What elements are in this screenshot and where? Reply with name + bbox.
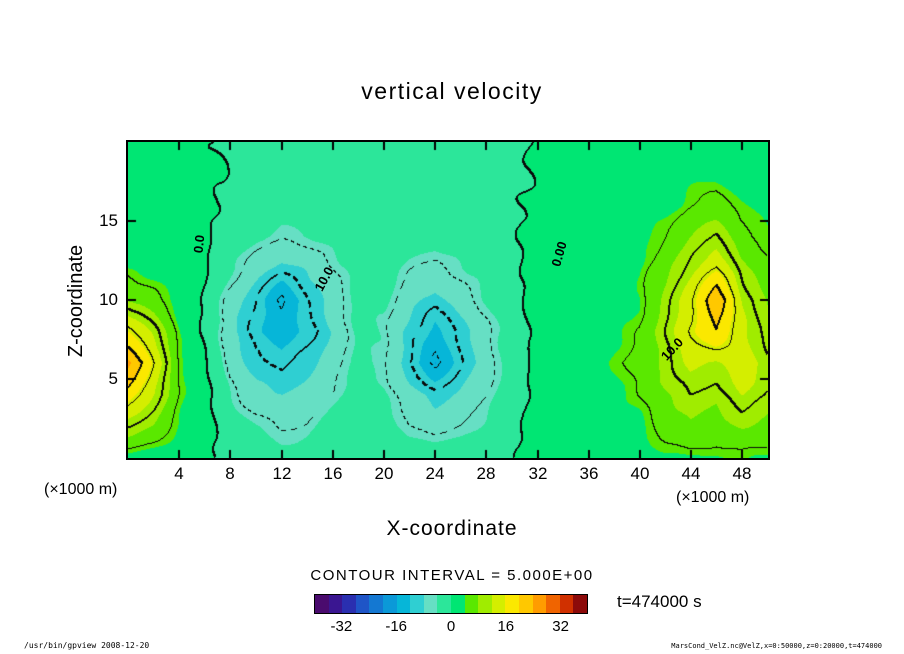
colorbar-tick-label: 0 — [446, 618, 456, 635]
colorbar-cell — [410, 595, 424, 613]
colorbar-cell — [532, 595, 547, 613]
colorbar-cell — [342, 595, 356, 613]
colorbar — [314, 594, 588, 614]
colorbar-cell — [328, 595, 343, 613]
y-axis-unit-label: (×1000 m) — [44, 481, 118, 498]
colorbar-cell — [315, 595, 329, 613]
colorbar-cell — [505, 595, 519, 613]
x-tick-label: 48 — [732, 464, 752, 483]
time-annotation: t=474000 s — [617, 592, 702, 611]
colorbar-cell — [423, 595, 438, 613]
x-tick-label: 28 — [476, 464, 496, 483]
colorbar-cell — [518, 595, 533, 613]
x-tick-label: 36 — [579, 464, 599, 483]
x-tick-label: 24 — [425, 464, 445, 483]
colorbar-ticks: -32 -16 0 16 32 — [314, 614, 588, 636]
colorbar-cell — [382, 595, 397, 613]
x-tick-label: 12 — [272, 464, 292, 483]
colorbar-cell — [491, 595, 506, 613]
colorbar-cell — [546, 595, 560, 613]
contour-interval-text: CONTOUR INTERVAL = 5.000E+00 — [310, 567, 594, 584]
colorbar-cell — [450, 595, 465, 613]
colorbar-tick-label: -16 — [385, 618, 408, 635]
footer-command-text: /usr/bin/gpview 2008-12-20 — [24, 641, 150, 650]
x-axis-ticks: 4 8 12 16 20 24 28 32 36 40 44 48 — [0, 464, 904, 486]
colorbar-tick-label: 16 — [497, 618, 515, 635]
x-tick-label: 20 — [374, 464, 394, 483]
colorbar-tick-label: -32 — [330, 618, 353, 635]
colorbar-cell — [396, 595, 411, 613]
x-tick-label: 8 — [225, 464, 235, 483]
chart-title: vertical velocity — [361, 78, 543, 104]
contour-plot-canvas — [128, 142, 768, 458]
colorbar-cell — [464, 595, 479, 613]
x-tick-label: 44 — [681, 464, 701, 483]
colorbar-cell — [559, 595, 574, 613]
colorbar-cell — [573, 595, 587, 613]
y-tick-label: 5 — [108, 369, 118, 388]
x-tick-label: 4 — [174, 464, 184, 483]
colorbar-wrap: -32 -16 0 16 32 — [314, 594, 588, 636]
x-tick-label: 16 — [323, 464, 343, 483]
y-tick-label: 10 — [99, 290, 118, 309]
colorbar-tick-label: 32 — [552, 618, 569, 635]
x-tick-label: 32 — [528, 464, 548, 483]
colorbar-cell — [355, 595, 370, 613]
x-axis-title: X-coordinate — [386, 517, 518, 540]
footer-source-text: MarsCond_VelZ.nc@VelZ,x=0:50000,z=0:2000… — [671, 642, 882, 650]
x-axis-unit-label: (×1000 m) — [676, 489, 750, 506]
plot-area: 0.0 10.0 0.00 10.0 — [126, 140, 770, 460]
colorbar-cell — [478, 595, 492, 613]
colorbar-cell — [437, 595, 451, 613]
colorbar-cell — [369, 595, 383, 613]
y-tick-label: 15 — [99, 211, 118, 230]
x-tick-label: 40 — [630, 464, 650, 483]
